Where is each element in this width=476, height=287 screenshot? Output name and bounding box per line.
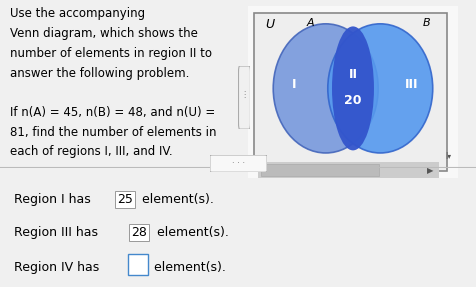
Text: Region III has: Region III has (14, 226, 102, 239)
Text: number of elements in region II to: number of elements in region II to (10, 47, 211, 60)
Ellipse shape (331, 26, 373, 150)
Text: element(s).: element(s). (138, 193, 214, 206)
Text: · · ·: · · · (231, 159, 245, 168)
Text: If n(A) = 45, n(B) = 48, and n(U) =: If n(A) = 45, n(B) = 48, and n(U) = (10, 106, 215, 119)
Text: ⋮: ⋮ (240, 90, 248, 99)
Text: I: I (291, 78, 296, 92)
Text: A: A (306, 18, 314, 28)
Text: Region IV has: Region IV has (14, 261, 103, 274)
Text: Region I has: Region I has (14, 193, 95, 206)
Text: Use the accompanying: Use the accompanying (10, 7, 145, 20)
Ellipse shape (273, 24, 377, 153)
Text: III: III (404, 78, 417, 92)
Text: 81, find the number of elements in: 81, find the number of elements in (10, 126, 216, 139)
Bar (261, 164, 378, 176)
FancyBboxPatch shape (128, 254, 148, 275)
Text: ▶: ▶ (426, 166, 433, 174)
Text: II: II (348, 68, 357, 81)
Text: answer the following problem.: answer the following problem. (10, 67, 189, 79)
Text: element(s).: element(s). (150, 261, 226, 274)
Text: 25: 25 (117, 193, 132, 206)
Ellipse shape (327, 24, 432, 153)
Text: element(s).: element(s). (152, 226, 228, 239)
Text: 20: 20 (344, 94, 361, 107)
Text: Venn diagram, which shows the: Venn diagram, which shows the (10, 27, 197, 40)
FancyBboxPatch shape (209, 155, 267, 172)
Text: U: U (264, 18, 273, 31)
Text: B: B (421, 18, 429, 28)
FancyBboxPatch shape (238, 66, 250, 129)
Text: I▾: I▾ (445, 152, 451, 161)
Text: 28: 28 (131, 226, 147, 239)
Text: each of regions I, III, and IV.: each of regions I, III, and IV. (10, 146, 172, 158)
